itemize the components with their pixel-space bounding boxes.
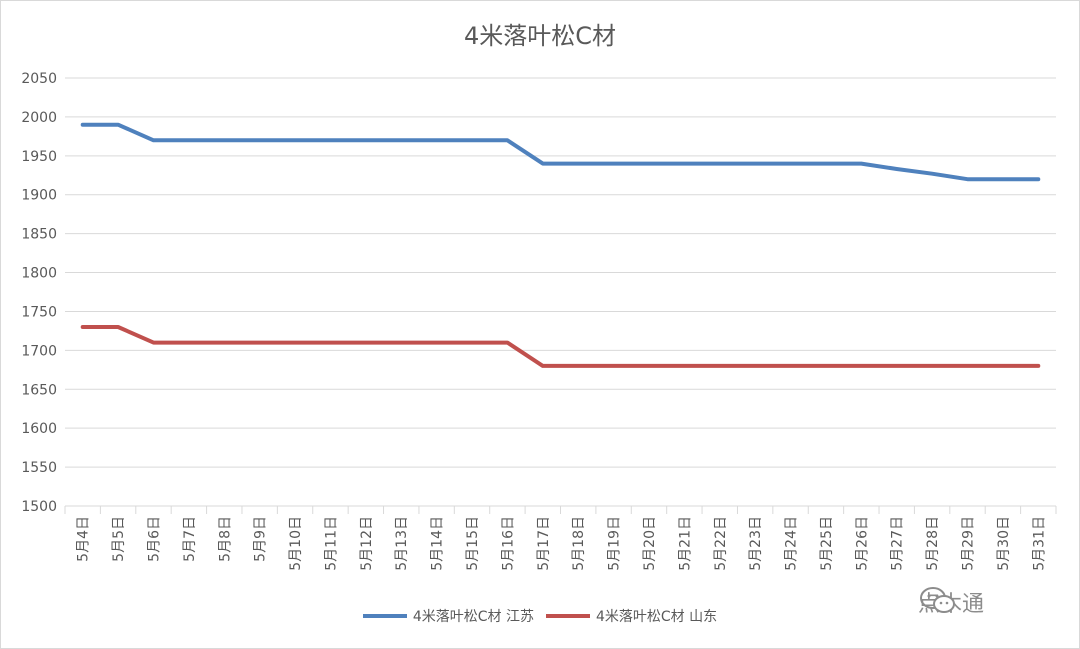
x-tick-label: 5月29日 — [961, 516, 977, 571]
legend-item-jiangsu: 4米落叶松C材 江苏 — [362, 606, 534, 626]
y-tick-label: 1550 — [21, 460, 57, 476]
x-tick-label: 5月5日 — [111, 516, 127, 562]
x-tick-label: 5月15日 — [465, 516, 481, 571]
chart-legend: 4米落叶松C材 江苏 4米落叶松C材 山东 — [0, 606, 1080, 626]
x-tick-label: 5月26日 — [854, 516, 870, 571]
x-tick-label: 5月10日 — [288, 516, 304, 571]
series-line-0 — [80, 122, 1041, 182]
chart-title: 4米落叶松C材 — [463, 22, 617, 50]
y-tick-label: 1900 — [21, 188, 57, 204]
x-tick-label: 5月31日 — [1031, 516, 1047, 571]
series-line-1 — [80, 325, 1041, 368]
legend-label-shandong: 4米落叶松C材 山东 — [596, 609, 718, 625]
x-tick-label: 5月13日 — [394, 516, 410, 571]
y-tick-label: 1600 — [21, 421, 57, 437]
x-tick-label: 5月8日 — [217, 516, 233, 562]
x-tick-label: 5月11日 — [323, 516, 339, 571]
x-tick-label: 5月6日 — [146, 516, 162, 562]
x-tick-label: 5月20日 — [642, 516, 658, 571]
y-tick-label: 1700 — [21, 343, 57, 359]
legend-swatch-jiangsu — [362, 614, 407, 618]
x-tick-label: 5月23日 — [748, 516, 764, 571]
x-tick-label: 5月9日 — [253, 516, 269, 562]
wechat-icon — [920, 587, 955, 613]
x-tick-label: 5月16日 — [500, 516, 516, 571]
y-tick-label: 1500 — [21, 499, 57, 515]
x-tick-label: 5月24日 — [784, 516, 800, 571]
y-tick-label: 1650 — [21, 382, 57, 398]
x-tick-label: 5月21日 — [677, 516, 693, 571]
legend-label-jiangsu: 4米落叶松C材 江苏 — [412, 609, 534, 625]
x-tick-label: 5月12日 — [359, 516, 375, 571]
x-tick-label: 5月28日 — [925, 516, 941, 571]
x-tick-label: 5月22日 — [713, 516, 729, 571]
y-tick-label: 2050 — [21, 71, 57, 87]
x-tick-label: 5月25日 — [819, 516, 835, 571]
x-tick-label: 5月4日 — [76, 516, 92, 562]
x-tick-label: 5月14日 — [430, 516, 446, 571]
legend-swatch-shandong — [546, 614, 590, 618]
y-tick-label: 1850 — [21, 227, 57, 243]
legend-item-shandong: 4米落叶松C材 山东 — [546, 606, 717, 626]
x-tick-label: 5月30日 — [996, 516, 1012, 571]
y-tick-label: 1800 — [21, 266, 57, 282]
x-tick-label: 5月19日 — [607, 516, 623, 571]
x-tick-label: 5月27日 — [890, 516, 906, 571]
y-tick-label: 2000 — [21, 110, 57, 126]
x-tick-label: 5月18日 — [571, 516, 587, 571]
x-tick-label: 5月7日 — [182, 516, 198, 562]
watermark: 点木通 — [918, 586, 984, 618]
y-tick-label: 1750 — [21, 304, 57, 320]
x-tick-label: 5月17日 — [536, 516, 552, 571]
y-tick-label: 1950 — [21, 149, 57, 165]
